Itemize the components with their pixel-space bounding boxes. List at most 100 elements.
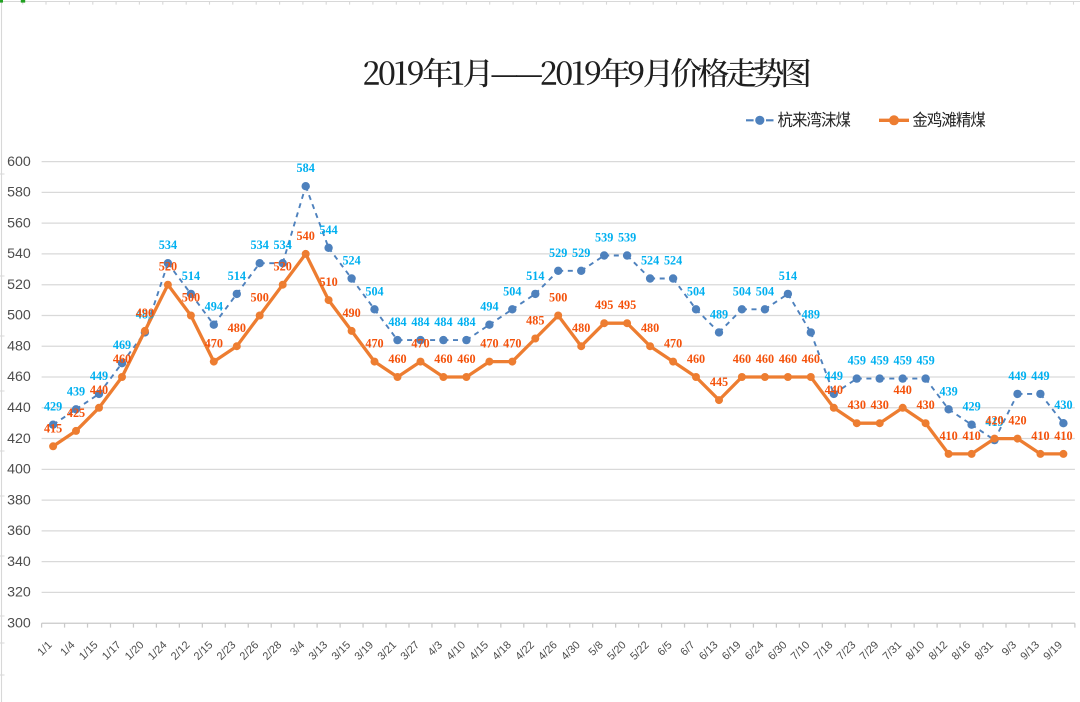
svg-text:410: 410 <box>1054 429 1072 443</box>
svg-text:425: 425 <box>67 406 85 420</box>
svg-text:500: 500 <box>182 291 200 305</box>
svg-text:410: 410 <box>962 429 980 443</box>
svg-text:495: 495 <box>595 298 613 312</box>
svg-text:504: 504 <box>756 284 774 298</box>
svg-text:490: 490 <box>342 306 360 320</box>
svg-text:470: 470 <box>503 337 521 351</box>
svg-text:460: 460 <box>434 352 452 366</box>
svg-text:400: 400 <box>7 462 31 478</box>
svg-text:415: 415 <box>44 421 62 435</box>
svg-text:490: 490 <box>136 306 154 320</box>
svg-text:560: 560 <box>7 215 31 231</box>
svg-text:460: 460 <box>802 352 820 366</box>
svg-text:430: 430 <box>1054 398 1072 412</box>
svg-text:514: 514 <box>526 269 544 283</box>
svg-text:580: 580 <box>7 185 31 201</box>
svg-text:459: 459 <box>894 354 912 368</box>
svg-text:430: 430 <box>916 398 934 412</box>
svg-text:520: 520 <box>274 260 292 274</box>
svg-text:420: 420 <box>985 414 1003 428</box>
svg-text:470: 470 <box>365 337 383 351</box>
svg-text:504: 504 <box>687 284 705 298</box>
svg-text:524: 524 <box>342 254 360 268</box>
svg-text:534: 534 <box>274 238 292 252</box>
svg-text:360: 360 <box>7 523 31 539</box>
svg-text:459: 459 <box>848 354 866 368</box>
svg-text:510: 510 <box>319 275 337 289</box>
svg-text:534: 534 <box>159 238 177 252</box>
svg-text:500: 500 <box>7 308 31 324</box>
svg-text:440: 440 <box>894 383 912 397</box>
svg-text:489: 489 <box>710 307 728 321</box>
svg-text:459: 459 <box>916 354 934 368</box>
svg-text:470: 470 <box>664 337 682 351</box>
svg-text:460: 460 <box>687 352 705 366</box>
svg-text:460: 460 <box>457 352 475 366</box>
svg-text:484: 484 <box>457 315 475 329</box>
svg-text:470: 470 <box>411 337 429 351</box>
svg-text:340: 340 <box>7 554 31 570</box>
svg-text:460: 460 <box>388 352 406 366</box>
svg-text:419: 419 <box>985 415 1003 429</box>
svg-text:504: 504 <box>365 284 383 298</box>
svg-text:484: 484 <box>411 315 429 329</box>
svg-text:480: 480 <box>572 321 590 335</box>
svg-text:430: 430 <box>848 398 866 412</box>
svg-text:539: 539 <box>595 231 613 245</box>
svg-text:484: 484 <box>434 315 452 329</box>
svg-text:440: 440 <box>825 383 843 397</box>
svg-text:539: 539 <box>618 231 636 245</box>
svg-text:529: 529 <box>549 246 567 260</box>
svg-text:449: 449 <box>825 369 843 383</box>
svg-text:439: 439 <box>939 384 957 398</box>
svg-text:500: 500 <box>251 291 269 305</box>
svg-text:430: 430 <box>871 398 889 412</box>
svg-text:529: 529 <box>572 246 590 260</box>
svg-text:540: 540 <box>297 229 315 243</box>
svg-text:449: 449 <box>1031 369 1049 383</box>
svg-text:420: 420 <box>1008 414 1026 428</box>
svg-text:410: 410 <box>1031 429 1049 443</box>
svg-text:514: 514 <box>228 269 246 283</box>
svg-text:514: 514 <box>779 269 797 283</box>
svg-text:540: 540 <box>7 246 31 262</box>
svg-text:420: 420 <box>7 431 31 447</box>
svg-text:489: 489 <box>136 307 154 321</box>
svg-text:380: 380 <box>7 492 31 508</box>
svg-text:320: 320 <box>7 585 31 601</box>
svg-text:484: 484 <box>388 315 406 329</box>
svg-text:524: 524 <box>664 254 682 268</box>
svg-text:494: 494 <box>480 300 498 314</box>
svg-text:504: 504 <box>503 284 521 298</box>
svg-text:429: 429 <box>962 400 980 414</box>
svg-text:470: 470 <box>205 337 223 351</box>
svg-text:460: 460 <box>7 369 31 385</box>
svg-text:469: 469 <box>113 338 131 352</box>
svg-text:445: 445 <box>710 375 728 389</box>
svg-text:470: 470 <box>480 337 498 351</box>
svg-text:584: 584 <box>297 161 315 175</box>
svg-text:544: 544 <box>319 223 337 237</box>
svg-text:460: 460 <box>733 352 751 366</box>
svg-text:440: 440 <box>90 383 108 397</box>
svg-text:449: 449 <box>90 369 108 383</box>
svg-text:480: 480 <box>7 338 31 354</box>
svg-text:520: 520 <box>159 260 177 274</box>
svg-text:504: 504 <box>733 284 751 298</box>
svg-text:600: 600 <box>7 154 31 170</box>
svg-text:480: 480 <box>228 321 246 335</box>
svg-text:485: 485 <box>526 314 544 328</box>
svg-text:429: 429 <box>44 400 62 414</box>
svg-text:495: 495 <box>618 298 636 312</box>
svg-text:524: 524 <box>641 254 659 268</box>
svg-text:534: 534 <box>251 238 269 252</box>
svg-text:440: 440 <box>7 400 31 416</box>
svg-text:460: 460 <box>756 352 774 366</box>
svg-text:439: 439 <box>67 384 85 398</box>
svg-text:489: 489 <box>802 307 820 321</box>
svg-text:494: 494 <box>205 300 223 314</box>
svg-text:410: 410 <box>939 429 957 443</box>
svg-text:500: 500 <box>549 291 567 305</box>
svg-text:520: 520 <box>7 277 31 293</box>
svg-text:460: 460 <box>113 352 131 366</box>
